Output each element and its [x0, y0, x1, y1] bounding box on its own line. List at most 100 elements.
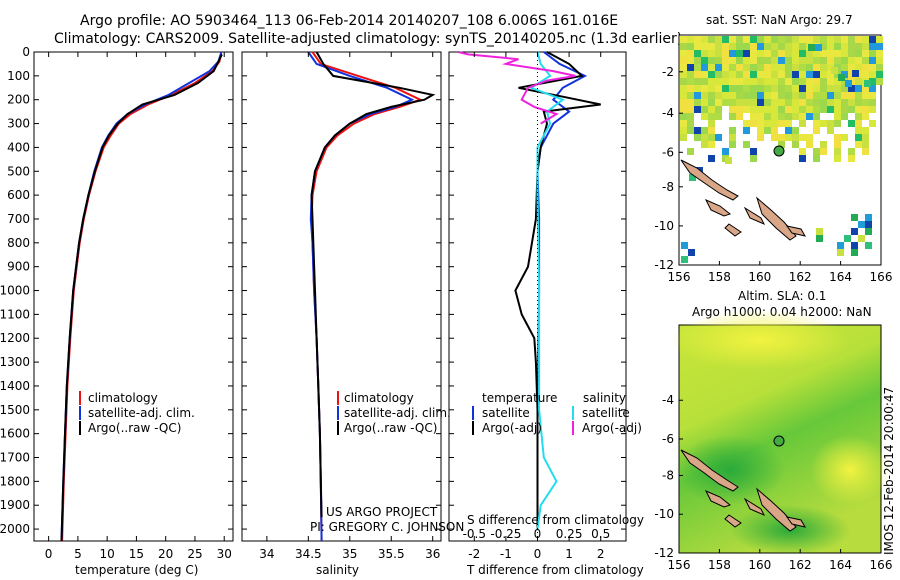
- sst-cell: [771, 85, 778, 92]
- legend-temperature-title: temperature: [482, 391, 557, 405]
- sst-cell: [778, 43, 785, 50]
- sst-cell: [722, 92, 729, 99]
- sst-cell: [820, 148, 827, 155]
- sst-cell: [750, 85, 757, 92]
- sst-cell: [736, 50, 743, 57]
- x-tick-label: 15: [129, 547, 144, 561]
- sst-cell: [785, 127, 792, 134]
- sst-cell: [806, 36, 813, 43]
- sst-cell: [785, 71, 792, 78]
- x-tick-label: -2: [468, 547, 480, 561]
- sst-cell: [680, 134, 687, 141]
- sst-cell: [792, 36, 799, 43]
- sst-cell: [806, 57, 813, 64]
- temperature-legend: climatology satellite-adj. clim. Argo(..…: [79, 391, 195, 435]
- sst-cell: [799, 120, 806, 127]
- sst-cell: [687, 127, 694, 134]
- sst-cell: [813, 113, 820, 120]
- sst-cell: [831, 67, 838, 74]
- sst-cell: [708, 99, 715, 106]
- sst-cell: [736, 92, 743, 99]
- sst-cell: [757, 57, 764, 64]
- sst-cell: [827, 43, 834, 50]
- sst-cell: [865, 228, 872, 235]
- x-tick-label: 0: [45, 547, 53, 561]
- sst-cell: [701, 92, 708, 99]
- sst-cell: [778, 64, 785, 71]
- sst-cell: [806, 64, 813, 71]
- depth-tick-label: 500: [7, 164, 30, 178]
- sst-cell: [729, 57, 736, 64]
- sst-cell: [757, 120, 764, 127]
- sst-cell: [869, 36, 876, 43]
- sst-cell: [757, 113, 764, 120]
- sst-cell: [813, 50, 820, 57]
- sst-cell: [729, 141, 736, 148]
- sst-cell: [722, 43, 729, 50]
- sst-cell: [815, 44, 822, 51]
- sst-cell: [729, 134, 736, 141]
- sst-cell: [799, 113, 806, 120]
- sst-cell: [680, 120, 687, 127]
- sst-cell: [680, 99, 687, 106]
- sst-cell: [855, 92, 862, 99]
- sst-cell: [778, 57, 785, 64]
- sst-cell: [792, 43, 799, 50]
- sst-cell: [757, 50, 764, 57]
- sst-cell: [694, 71, 701, 78]
- sst-cell: [757, 92, 764, 99]
- sst-cell: [778, 106, 785, 113]
- sst-cell: [687, 148, 694, 155]
- sst-cell: [841, 134, 848, 141]
- sst-cell: [862, 43, 869, 50]
- sst-cell: [792, 57, 799, 64]
- sst-cell: [687, 57, 694, 64]
- sst-cell: [792, 50, 799, 57]
- sst-cell: [681, 242, 688, 249]
- sst-cell: [708, 64, 715, 71]
- sst-cell: [864, 80, 871, 87]
- sst-cell: [869, 64, 876, 71]
- sst-cell: [799, 92, 806, 99]
- sst-cell: [827, 85, 834, 92]
- sst-cell: [827, 106, 834, 113]
- sst-cell: [736, 106, 743, 113]
- sst-cell: [813, 71, 820, 78]
- sst-cell: [729, 85, 736, 92]
- sst-cell: [820, 71, 827, 78]
- sst-cell: [855, 113, 862, 120]
- sst-cell: [862, 71, 869, 78]
- sst-cell: [729, 106, 736, 113]
- sst-cell: [848, 43, 855, 50]
- sst-cell: [764, 106, 771, 113]
- sst-cell: [701, 50, 708, 57]
- map-lon-label: 158: [708, 558, 731, 572]
- depth-tick-label: 1600: [0, 427, 30, 441]
- legend-swatch-clim: [79, 391, 81, 405]
- sst-cell: [687, 64, 694, 71]
- sst-cell: [722, 36, 729, 43]
- sla-map-title1: Altim. SLA: 0.1: [738, 289, 826, 303]
- legend-swatch-argo: [79, 421, 81, 435]
- sst-cell: [778, 134, 785, 141]
- sst-cell: [757, 71, 764, 78]
- sst-cell: [848, 99, 855, 106]
- sst-cell: [757, 85, 764, 92]
- sst-cell: [743, 99, 750, 106]
- sst-cell: [715, 106, 722, 113]
- sst-cell: [715, 134, 722, 141]
- sst-cell: [750, 106, 757, 113]
- sst-cell: [855, 36, 862, 43]
- sst-cell: [792, 141, 799, 148]
- sst-cell: [862, 57, 869, 64]
- depth-tick-label: 300: [7, 117, 30, 131]
- series-line-argo-raw-qc-: [310, 51, 436, 518]
- s-tick-label: 0: [534, 527, 542, 541]
- x-tick-label: 35: [342, 547, 357, 561]
- sst-cell: [743, 106, 750, 113]
- sst-cell: [862, 85, 869, 92]
- sst-cell: [869, 71, 876, 78]
- sst-cell: [778, 85, 785, 92]
- sst-cell: [708, 71, 715, 78]
- sst-cell: [722, 78, 729, 85]
